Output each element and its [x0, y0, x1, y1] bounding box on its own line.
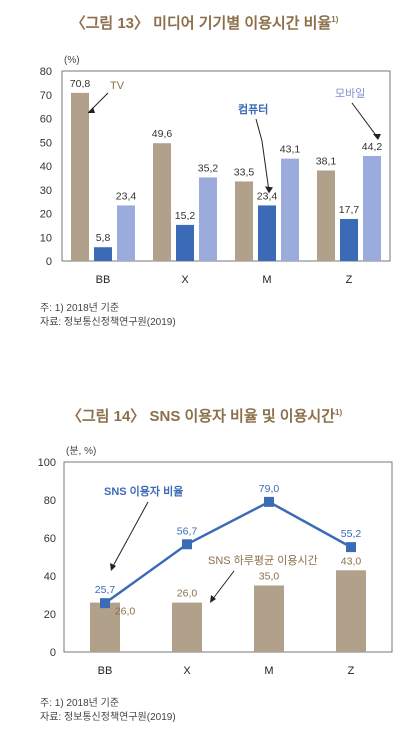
- y-tick-label: 10: [40, 232, 52, 244]
- figure1-title-footnote: 1): [331, 15, 339, 24]
- x-tick-label: BB: [98, 665, 113, 677]
- line-point: [100, 598, 110, 609]
- bar-data-label: 26,0: [115, 606, 136, 618]
- y-tick-label: 60: [44, 533, 56, 545]
- line-point: [346, 542, 356, 553]
- y-tick-label: 50: [40, 137, 52, 149]
- data-label: 35,2: [198, 162, 219, 174]
- y-tick-label: 20: [44, 609, 56, 621]
- x-tick-label: X: [181, 274, 189, 286]
- y-axis-unit: (분, %): [66, 445, 96, 457]
- series-label-tv: TV: [110, 80, 125, 92]
- arrow-sns-users-head: [110, 563, 116, 571]
- arrow-mobile: [351, 102, 379, 139]
- figure1-title-text: 〈그림 13〉 미디어 기기별 이용시간 비율: [70, 15, 332, 32]
- figure1-title: 〈그림 13〉 미디어 기기별 이용시간 비율1): [0, 12, 409, 33]
- bar-컴퓨터: [340, 218, 358, 261]
- figure2-title: 〈그림 14〉 SNS 이용자 비율 및 이용시간1): [0, 405, 409, 426]
- data-label: 23,4: [257, 190, 278, 202]
- bar-모바일: [281, 158, 299, 261]
- series-label-computer: 컴퓨터: [238, 102, 268, 116]
- x-tick-label: M: [264, 665, 273, 677]
- y-axis-unit: (%): [64, 55, 80, 66]
- bar-data-label: 43,0: [341, 555, 362, 567]
- figure2-note: 주: 1) 2018년 기준: [40, 698, 120, 709]
- series-label-sns-users: SNS 이용자 비율: [104, 484, 183, 498]
- x-tick-label: BB: [96, 274, 111, 286]
- y-tick-label: 0: [50, 647, 56, 659]
- series-label-sns-time: SNS 하루평균 이용시간: [208, 553, 318, 567]
- figure1-note: 주: 1) 2018년 기준: [40, 303, 120, 314]
- bar-TV: [71, 92, 89, 261]
- line-data-label: 55,2: [341, 528, 362, 540]
- line-data-label: 79,0: [259, 483, 280, 495]
- data-label: 38,1: [316, 156, 337, 168]
- bar-sns-time: [336, 570, 366, 652]
- data-label: 23,4: [116, 190, 137, 202]
- y-tick-label: 80: [40, 66, 52, 78]
- data-label: 5,8: [96, 232, 111, 244]
- y-tick-label: 70: [40, 90, 52, 102]
- x-tick-label: Z: [348, 665, 355, 677]
- bar-data-label: 26,0: [177, 588, 198, 600]
- bar-sns-time: [90, 602, 120, 652]
- chart2: (분, %) 0 20 40 60 80 100 BB 26,0 X 26,0 M 35,0 Z 43,0 2…: [38, 445, 393, 677]
- line-sns-users: [104, 500, 352, 605]
- x-tick-label: X: [183, 665, 191, 677]
- plot-frame: [63, 461, 393, 653]
- chart1: (%) 0 10 20 30 40 50 60 70 80 BB 70,8 5,8 23,4 X 49,6 15…: [40, 55, 391, 286]
- x-tick-label: Z: [346, 274, 353, 286]
- plot-frame: [61, 70, 391, 262]
- arrow-sns-time: [211, 570, 235, 601]
- bar-모바일: [363, 156, 381, 261]
- y-tick-label: 60: [40, 114, 52, 126]
- data-label: 33,5: [234, 166, 255, 178]
- y-tick-label: 20: [40, 209, 52, 221]
- data-label: 44,2: [362, 141, 383, 153]
- bar-data-label: 35,0: [259, 571, 280, 583]
- figure1-source: 자료: 정보통신정책연구원(2019): [40, 317, 176, 328]
- bar-sns-time: [254, 585, 284, 652]
- bar-TV: [235, 181, 253, 261]
- bar-모바일: [117, 205, 135, 261]
- arrow-computer-head: [265, 186, 273, 194]
- arrow-computer: [255, 118, 270, 192]
- bar-컴퓨터: [94, 247, 112, 261]
- y-tick-label: 0: [46, 256, 52, 268]
- arrow-tv-head: [88, 107, 95, 113]
- data-label: 43,1: [280, 144, 301, 156]
- line-point: [182, 539, 192, 550]
- y-tick-label: 40: [44, 571, 56, 583]
- figure2-title-footnote: 1): [335, 408, 343, 417]
- y-tick-label: 40: [40, 161, 52, 173]
- data-label: 15,2: [175, 210, 196, 222]
- bar-TV: [317, 170, 335, 261]
- bar-컴퓨터: [176, 224, 194, 261]
- figure1-notes: 주: 1) 2018년 기준 자료: 정보통신정책연구원(2019): [40, 302, 176, 330]
- line-data-label: 56,7: [177, 525, 198, 537]
- line-data-label: 25,7: [95, 584, 116, 596]
- y-tick-label: 100: [38, 457, 56, 469]
- data-label: 17,7: [339, 204, 360, 216]
- line-point: [264, 496, 274, 507]
- bar-sns-time: [172, 602, 202, 652]
- bar-컴퓨터: [258, 205, 276, 261]
- series-label-mobile: 모바일: [335, 86, 365, 100]
- bar-모바일: [199, 177, 217, 261]
- x-tick-label: M: [262, 274, 271, 286]
- y-tick-label: 30: [40, 185, 52, 197]
- arrow-sns-users: [111, 501, 149, 569]
- data-label: 70,8: [70, 78, 91, 90]
- bar-TV: [153, 143, 171, 261]
- data-label: 49,6: [152, 128, 173, 140]
- y-tick-label: 80: [44, 495, 56, 507]
- figure2-title-text: 〈그림 14〉 SNS 이용자 비율 및 이용시간: [66, 408, 335, 425]
- figure2-notes: 주: 1) 2018년 기준 자료: 정보통신정책연구원(2019): [40, 697, 176, 725]
- arrow-sns-time-head: [210, 595, 216, 603]
- figure2-source: 자료: 정보통신정책연구원(2019): [40, 712, 176, 723]
- arrow-mobile-head: [373, 134, 381, 141]
